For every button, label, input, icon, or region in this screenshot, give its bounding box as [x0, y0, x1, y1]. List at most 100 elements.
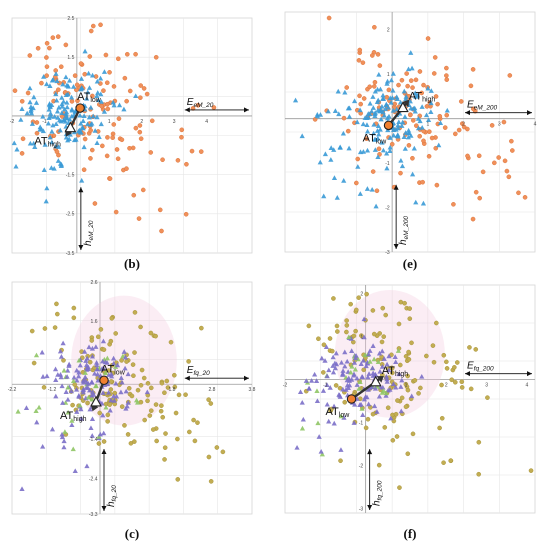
x-tick-label: 3 [485, 383, 488, 389]
y-tick-label: -2 [359, 463, 364, 469]
x-tick-label: 4 [534, 122, 537, 128]
scatter-point-triangle [380, 96, 387, 101]
scatter-point-triangle [23, 405, 30, 410]
scatter-point-triangle [93, 360, 100, 365]
centroid-at-low-marker [99, 375, 109, 386]
scatter-point-circle [409, 340, 414, 346]
scatter-point-triangle [49, 426, 56, 432]
scatter-point-circle [127, 145, 132, 151]
at-high-label-main: AT [409, 91, 423, 103]
h-axis-arrow-up [367, 449, 373, 455]
scatter-point-circle [104, 153, 110, 159]
scatter-point-triangle [46, 102, 53, 107]
scatter-point-circle [360, 60, 366, 65]
scatter-point-triangle [370, 105, 376, 110]
h-axis-label-main: h [83, 240, 94, 246]
e-axis-label-sub: eM_20 [193, 102, 213, 109]
scatter-point-triangle [121, 106, 127, 112]
h-axis-label-sub: eM_20 [88, 220, 95, 240]
scatter-point-triangle [394, 133, 400, 139]
scatter-point-triangle [405, 134, 411, 140]
scatter-point-circle [113, 209, 119, 215]
scatter-point-circle [82, 136, 88, 142]
scatter-point-triangle [444, 107, 450, 113]
scatter-point-triangle [54, 108, 61, 114]
scatter-point-triangle [357, 107, 363, 113]
scatter-point-circle [159, 228, 164, 234]
scatter-point-triangle [64, 115, 70, 120]
y-tick-label: 1 [360, 334, 363, 340]
scatter-point-triangle [400, 119, 406, 125]
scatter-point-triangle [324, 401, 330, 407]
scatter-point-circle [153, 54, 159, 60]
scatter-point-triangle [61, 117, 67, 122]
scatter-point-triangle [337, 394, 343, 399]
scatter-point-triangle [106, 372, 112, 377]
scatter-point-circle [141, 86, 147, 91]
scatter-point-triangle [27, 99, 33, 105]
scatter-point-triangle [11, 140, 17, 146]
scatter-point-triangle [323, 344, 330, 350]
scatter-point-triangle [63, 74, 69, 80]
scatter-point-circle [408, 78, 414, 83]
scatter-point-triangle [299, 425, 306, 431]
scatter-point-circle [502, 158, 508, 164]
scatter-point-triangle [346, 378, 352, 383]
scatter-point-triangle [40, 443, 46, 449]
scatter-point-triangle [53, 393, 59, 399]
scatter-point-circle [115, 156, 121, 162]
scatter-point-triangle [356, 386, 362, 391]
scatter-point-circle [385, 405, 391, 411]
scatter-point-triangle [383, 101, 389, 107]
scatter-point-circle [101, 88, 106, 93]
scatter-point-circle [70, 402, 75, 408]
scatter-point-circle [403, 354, 409, 359]
scatter-point-triangle [84, 355, 90, 361]
scatter-point-triangle [428, 109, 434, 115]
scatter-point-triangle [303, 378, 309, 383]
scatter-point-circle [98, 22, 103, 28]
scatter-point-circle [122, 423, 127, 428]
scatter-point-triangle [428, 88, 434, 93]
scatter-point-triangle [31, 140, 37, 146]
x-tick-label: 2 [445, 383, 448, 389]
scatter-point-circle [103, 52, 109, 58]
scatter-point-circle [175, 436, 180, 442]
scatter-point-circle [179, 134, 184, 140]
scatter-point-triangle [423, 112, 430, 118]
scatter-point-triangle [390, 71, 396, 76]
scatter-point-triangle [406, 127, 412, 133]
scatter-point-triangle [375, 123, 381, 128]
scatter-point-circle [377, 63, 383, 68]
scatter-point-triangle [104, 355, 110, 361]
at-low-label-main: AT [77, 91, 91, 103]
scatter-point-circle [376, 146, 382, 152]
scatter-point-circle [454, 360, 460, 365]
scatter-point-triangle [367, 359, 373, 364]
y-tick-label: -1.4 [89, 437, 98, 443]
scatter-point-triangle [52, 366, 59, 372]
scatter-point-triangle [28, 104, 34, 109]
scatter-point-circle [128, 441, 134, 446]
scatter-point-triangle [105, 389, 112, 395]
scatter-point-triangle [388, 77, 395, 83]
scatter-point-triangle [377, 126, 383, 132]
scatter-point-triangle [102, 370, 109, 375]
scatter-point-triangle [84, 463, 90, 469]
scatter-point-triangle [419, 124, 425, 130]
scatter-point-triangle [364, 147, 371, 153]
scatter-point-circle [195, 420, 200, 425]
x-tick-label: 4 [526, 383, 529, 389]
scatter-point-circle [157, 207, 163, 213]
scatter-point-triangle [419, 104, 425, 109]
scatter-point-triangle [320, 388, 327, 393]
scatter-point-triangle [319, 355, 325, 361]
scatter-point-circle [459, 385, 465, 390]
scatter-point-circle [172, 384, 178, 390]
h-axis-label-sub: fq_20 [111, 485, 118, 502]
scatter-point-circle [149, 118, 155, 124]
scatter-point-triangle [322, 358, 328, 363]
scatter-point-circle [380, 305, 386, 311]
scatter-point-circle [361, 96, 367, 101]
scatter-point-circle [109, 316, 115, 321]
